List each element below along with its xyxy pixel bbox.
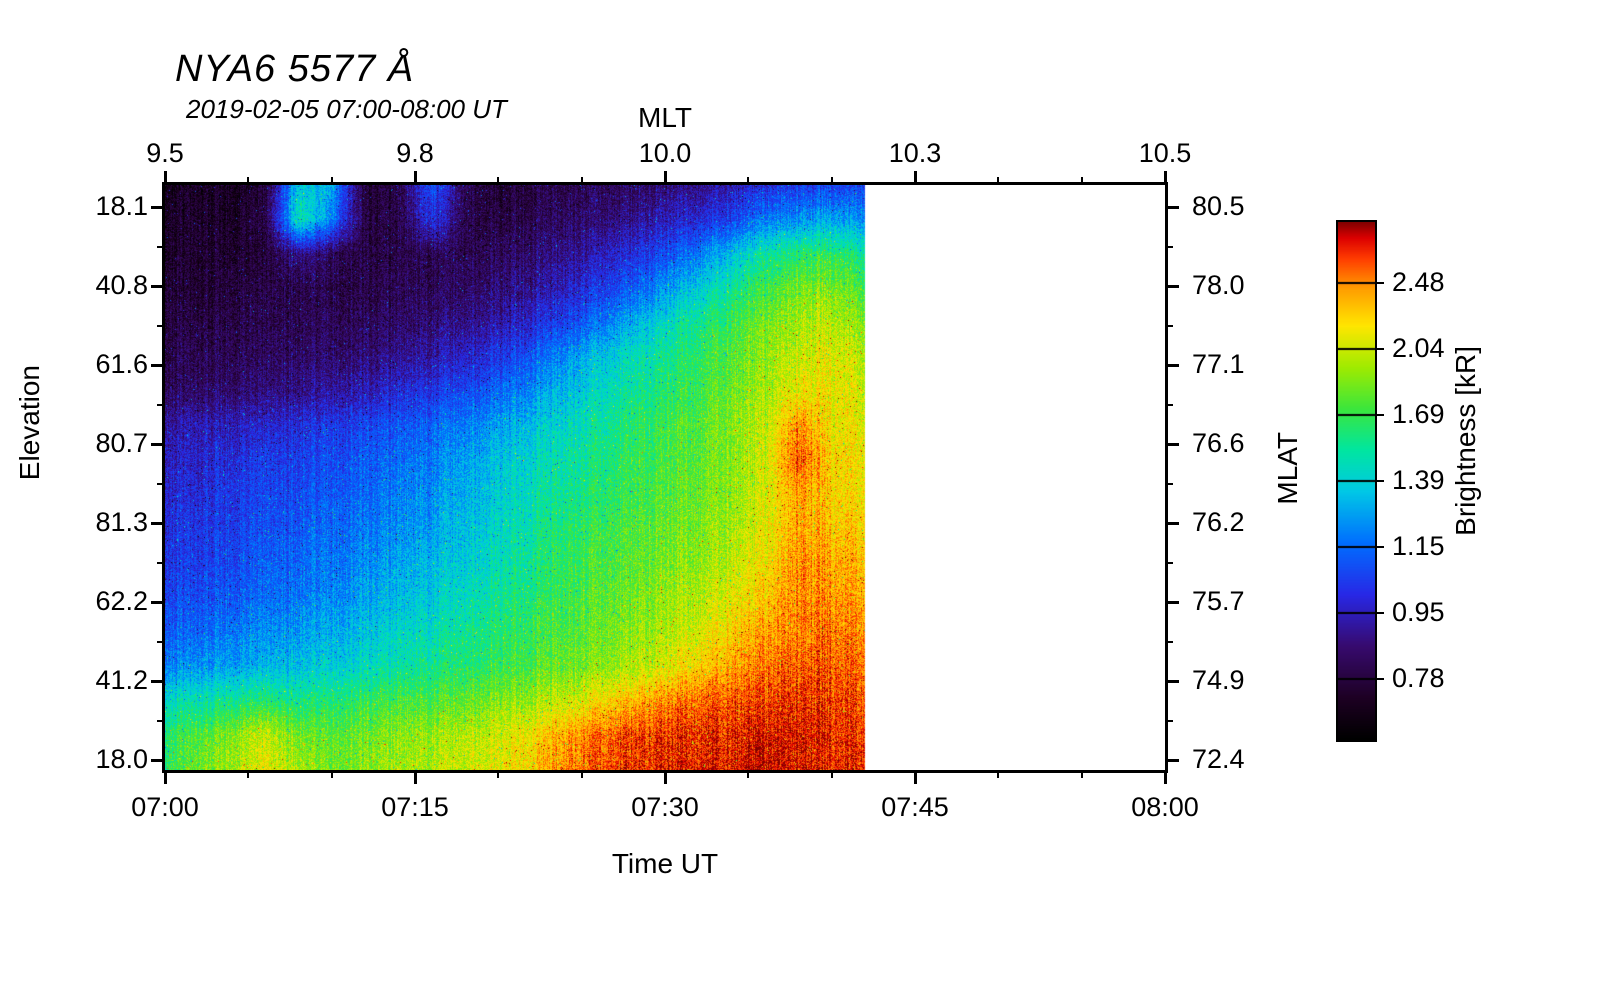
tick-mark [157, 325, 165, 327]
left-tick-label: 40.8 [38, 272, 148, 299]
tick-mark [1165, 206, 1179, 209]
tick-mark [1081, 770, 1083, 778]
tick-mark [331, 770, 333, 778]
tick-mark [1164, 770, 1167, 784]
top-axis-label: MLT [605, 102, 725, 134]
colorbar-tick-label: 0.78 [1392, 665, 1472, 692]
tick-mark [1165, 720, 1173, 722]
tick-mark [247, 177, 249, 185]
tick-mark [1165, 285, 1179, 288]
bottom-tick-label: 07:30 [605, 794, 725, 821]
tick-mark [151, 601, 165, 604]
tick-mark [1165, 443, 1179, 446]
right-tick-label: 78.0 [1192, 272, 1312, 299]
top-tick-label: 10.5 [1105, 140, 1225, 167]
tick-mark [414, 171, 417, 185]
plot-title: NYA6 5577 Å [175, 48, 414, 91]
tick-mark [151, 285, 165, 288]
tick-mark [914, 171, 917, 185]
right-axis-label: MLAT [1272, 432, 1304, 505]
left-tick-label: 41.2 [38, 667, 148, 694]
colorbar-tick-label: 0.95 [1392, 599, 1472, 626]
bottom-axis-label: Time UT [605, 848, 725, 880]
tick-mark [151, 759, 165, 762]
bottom-tick-label: 07:45 [855, 794, 975, 821]
tick-mark [1165, 759, 1179, 762]
colorbar-tick-label: 2.48 [1392, 269, 1472, 296]
left-axis-label: Elevation [14, 365, 46, 480]
tick-mark [157, 246, 165, 248]
colorbar-label: Brightness [kR] [1450, 346, 1482, 536]
tick-mark [997, 770, 999, 778]
tick-mark [1081, 177, 1083, 185]
tick-mark [151, 364, 165, 367]
colorbar-tick-label: 1.15 [1392, 533, 1472, 560]
tick-mark [151, 680, 165, 683]
tick-mark [1165, 522, 1179, 525]
tick-mark [151, 443, 165, 446]
plot-frame [162, 182, 1168, 773]
tick-mark [497, 770, 499, 778]
left-tick-label: 18.1 [38, 193, 148, 220]
right-tick-label: 75.7 [1192, 588, 1312, 615]
tick-mark [831, 177, 833, 185]
tick-mark [1165, 325, 1173, 327]
tick-mark [664, 770, 667, 784]
bottom-tick-label: 07:00 [105, 794, 225, 821]
tick-mark [164, 171, 167, 185]
right-tick-label: 77.1 [1192, 351, 1312, 378]
right-tick-label: 80.5 [1192, 193, 1312, 220]
tick-mark [831, 770, 833, 778]
tick-mark [414, 770, 417, 784]
tick-mark [247, 770, 249, 778]
tick-mark [581, 770, 583, 778]
tick-mark [157, 404, 165, 406]
tick-mark [157, 720, 165, 722]
tick-mark [747, 770, 749, 778]
left-tick-label: 61.6 [38, 351, 148, 378]
tick-mark [747, 177, 749, 185]
left-tick-label: 81.3 [38, 509, 148, 536]
right-tick-label: 76.2 [1192, 509, 1312, 536]
tick-mark [1165, 246, 1173, 248]
tick-mark [997, 177, 999, 185]
bottom-tick-label: 08:00 [1105, 794, 1225, 821]
right-tick-label: 74.9 [1192, 667, 1312, 694]
top-tick-label: 9.8 [355, 140, 475, 167]
tick-mark [914, 770, 917, 784]
tick-mark [664, 171, 667, 185]
colorbar-frame [1336, 220, 1377, 742]
top-tick-label: 10.0 [605, 140, 725, 167]
tick-mark [1165, 364, 1179, 367]
tick-mark [581, 177, 583, 185]
top-tick-label: 9.5 [105, 140, 225, 167]
tick-mark [157, 641, 165, 643]
tick-mark [497, 177, 499, 185]
tick-mark [157, 562, 165, 564]
tick-mark [1165, 680, 1179, 683]
tick-mark [151, 206, 165, 209]
tick-mark [164, 770, 167, 784]
keogram-figure: NYA6 5577 Å 2019-02-05 07:00-08:00 UT ML… [0, 0, 1600, 1000]
tick-mark [1165, 641, 1173, 643]
left-tick-label: 80.7 [38, 430, 148, 457]
tick-mark [1164, 171, 1167, 185]
left-tick-label: 18.0 [38, 746, 148, 773]
tick-mark [1165, 404, 1173, 406]
tick-mark [1165, 483, 1173, 485]
top-tick-label: 10.3 [855, 140, 975, 167]
tick-mark [151, 522, 165, 525]
plot-subtitle: 2019-02-05 07:00-08:00 UT [186, 94, 507, 125]
tick-mark [1165, 562, 1173, 564]
bottom-tick-label: 07:15 [355, 794, 475, 821]
left-tick-label: 62.2 [38, 588, 148, 615]
tick-mark [331, 177, 333, 185]
tick-mark [157, 483, 165, 485]
tick-mark [1165, 601, 1179, 604]
right-tick-label: 72.4 [1192, 746, 1312, 773]
